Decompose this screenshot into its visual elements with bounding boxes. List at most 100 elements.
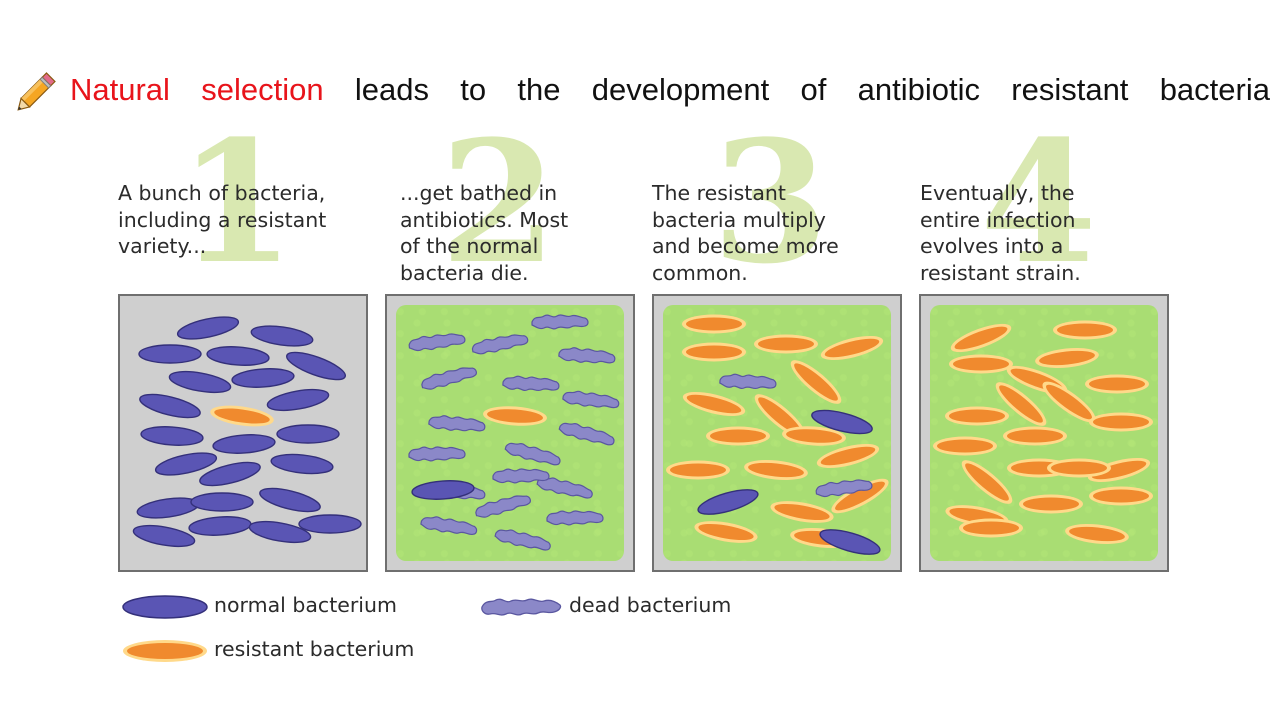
resistant-bacterium xyxy=(770,501,834,523)
dead-bacterium xyxy=(494,529,551,551)
resistant-bacterium xyxy=(483,406,547,426)
resistant-bacterium xyxy=(682,314,746,334)
dead-bacterium xyxy=(531,314,589,330)
legend-resistant-label: resistant bacterium xyxy=(214,637,415,661)
resistant-bacterium xyxy=(1035,347,1099,369)
normal-bacterium xyxy=(259,487,321,513)
panel-3-resistant-multiply xyxy=(652,294,902,572)
resistant-bacterium xyxy=(945,406,1009,426)
step-number-2: 2 xyxy=(440,103,557,301)
resistant-bacterium xyxy=(961,460,1013,504)
resistant-bacterium xyxy=(1065,523,1129,545)
normal-bacterium xyxy=(250,325,314,347)
resistant-bacterium xyxy=(1003,426,1067,446)
dead-bacterium xyxy=(546,510,604,526)
resistant-bacterium xyxy=(790,360,842,404)
normal-bacterium xyxy=(266,388,330,412)
normal-bacterium xyxy=(139,393,201,419)
legend-dead-label: dead bacterium xyxy=(569,593,732,617)
resistant-bacterium xyxy=(1089,412,1153,432)
resistant-bacterium xyxy=(694,521,758,543)
normal-bacterium xyxy=(138,344,202,364)
dead-bacterium xyxy=(492,468,550,484)
panel-3-cells xyxy=(666,314,889,555)
dead-bacterium xyxy=(408,333,466,352)
dead-bacterium xyxy=(719,373,777,390)
normal-bacterium xyxy=(231,368,295,388)
resistant-bacterium xyxy=(933,436,997,456)
resistant-bacterium xyxy=(959,518,1023,538)
resistant-bacterium xyxy=(210,405,274,427)
slide-title: Natural selection leads to the developme… xyxy=(70,68,1270,112)
panel-1-cells xyxy=(132,316,362,548)
step-caption-1: A bunch of bacteria, including a resista… xyxy=(118,181,327,258)
normal-bacterium xyxy=(154,452,218,476)
resistant-bacterium xyxy=(820,335,884,361)
resistant-bacterium xyxy=(1087,457,1151,483)
resistant-bacterium xyxy=(1053,320,1117,340)
normal-bacterium xyxy=(136,497,200,519)
resistant-bacterium xyxy=(1047,458,1111,478)
normal-bacterium xyxy=(697,489,759,515)
panel-1-mixed-population xyxy=(118,294,368,572)
resistant-bacterium xyxy=(1089,486,1153,506)
panel-2-cells xyxy=(408,314,620,551)
dead-bacterium xyxy=(475,495,531,518)
normal-bacterium xyxy=(811,409,873,435)
resistant-bacterium xyxy=(706,426,770,446)
resistant-bacterium xyxy=(831,478,889,514)
resistant-bacterium xyxy=(1085,374,1149,394)
resistant-bacterium xyxy=(754,394,806,438)
normal-bacterium-legend-icon xyxy=(122,595,208,619)
resistant-bacterium xyxy=(949,354,1013,374)
resistant-bacterium-legend-icon xyxy=(123,640,207,662)
normal-bacterium xyxy=(276,424,340,444)
resistant-bacterium xyxy=(1019,494,1083,514)
dead-bacterium xyxy=(504,442,561,466)
normal-bacterium xyxy=(270,453,334,475)
step-number-3: 3 xyxy=(712,103,829,301)
legend-normal-label: normal bacterium xyxy=(214,593,397,617)
panel-4-resistant-strain xyxy=(919,294,1169,572)
resistant-bacterium xyxy=(950,323,1012,353)
normal-bacterium xyxy=(190,492,254,512)
step-caption-4: Eventually, the entire infection evolves… xyxy=(920,181,1081,285)
resistant-bacterium xyxy=(682,342,746,362)
resistant-bacterium xyxy=(782,426,846,446)
title-row: Natural selection leads to the developme… xyxy=(14,64,1270,116)
title-rest: leads to the development of antibiotic r… xyxy=(354,72,1270,107)
normal-bacterium xyxy=(248,520,312,544)
dead-bacterium xyxy=(471,334,529,355)
normal-bacterium xyxy=(212,434,276,454)
pencil-icon xyxy=(17,72,56,111)
resistant-bacterium xyxy=(744,459,808,481)
resistant-bacterium xyxy=(666,460,730,480)
resistant-bacterium xyxy=(682,391,746,417)
dead-bacterium xyxy=(558,347,616,364)
normal-bacterium xyxy=(298,514,362,534)
normal-bacterium xyxy=(286,351,346,381)
dead-bacterium xyxy=(815,479,873,498)
dead-bacterium-legend-icon xyxy=(481,598,562,616)
panel-2-antibiotic-bath xyxy=(385,294,635,572)
normal-bacterium xyxy=(168,370,232,394)
resistant-bacterium xyxy=(1042,381,1096,423)
normal-bacterium xyxy=(176,316,240,340)
step-number-4: 4 xyxy=(980,103,1097,301)
dead-bacterium xyxy=(421,367,477,390)
step-number-1: 1 xyxy=(178,103,295,301)
normal-bacterium xyxy=(140,426,204,446)
normal-bacterium xyxy=(411,480,475,500)
resistant-bacterium xyxy=(816,443,880,469)
dead-bacterium xyxy=(408,446,466,462)
dead-bacterium xyxy=(420,516,478,536)
title-highlight: Natural selection xyxy=(70,72,324,107)
resistant-bacterium xyxy=(754,334,818,354)
normal-bacterium xyxy=(206,346,270,366)
panel-4-cells xyxy=(933,320,1153,545)
dead-bacterium xyxy=(536,477,593,499)
dead-bacterium xyxy=(428,415,486,432)
step-caption-3: The resistant bacteria multiply and beco… xyxy=(652,181,839,285)
dead-bacterium xyxy=(502,375,560,392)
